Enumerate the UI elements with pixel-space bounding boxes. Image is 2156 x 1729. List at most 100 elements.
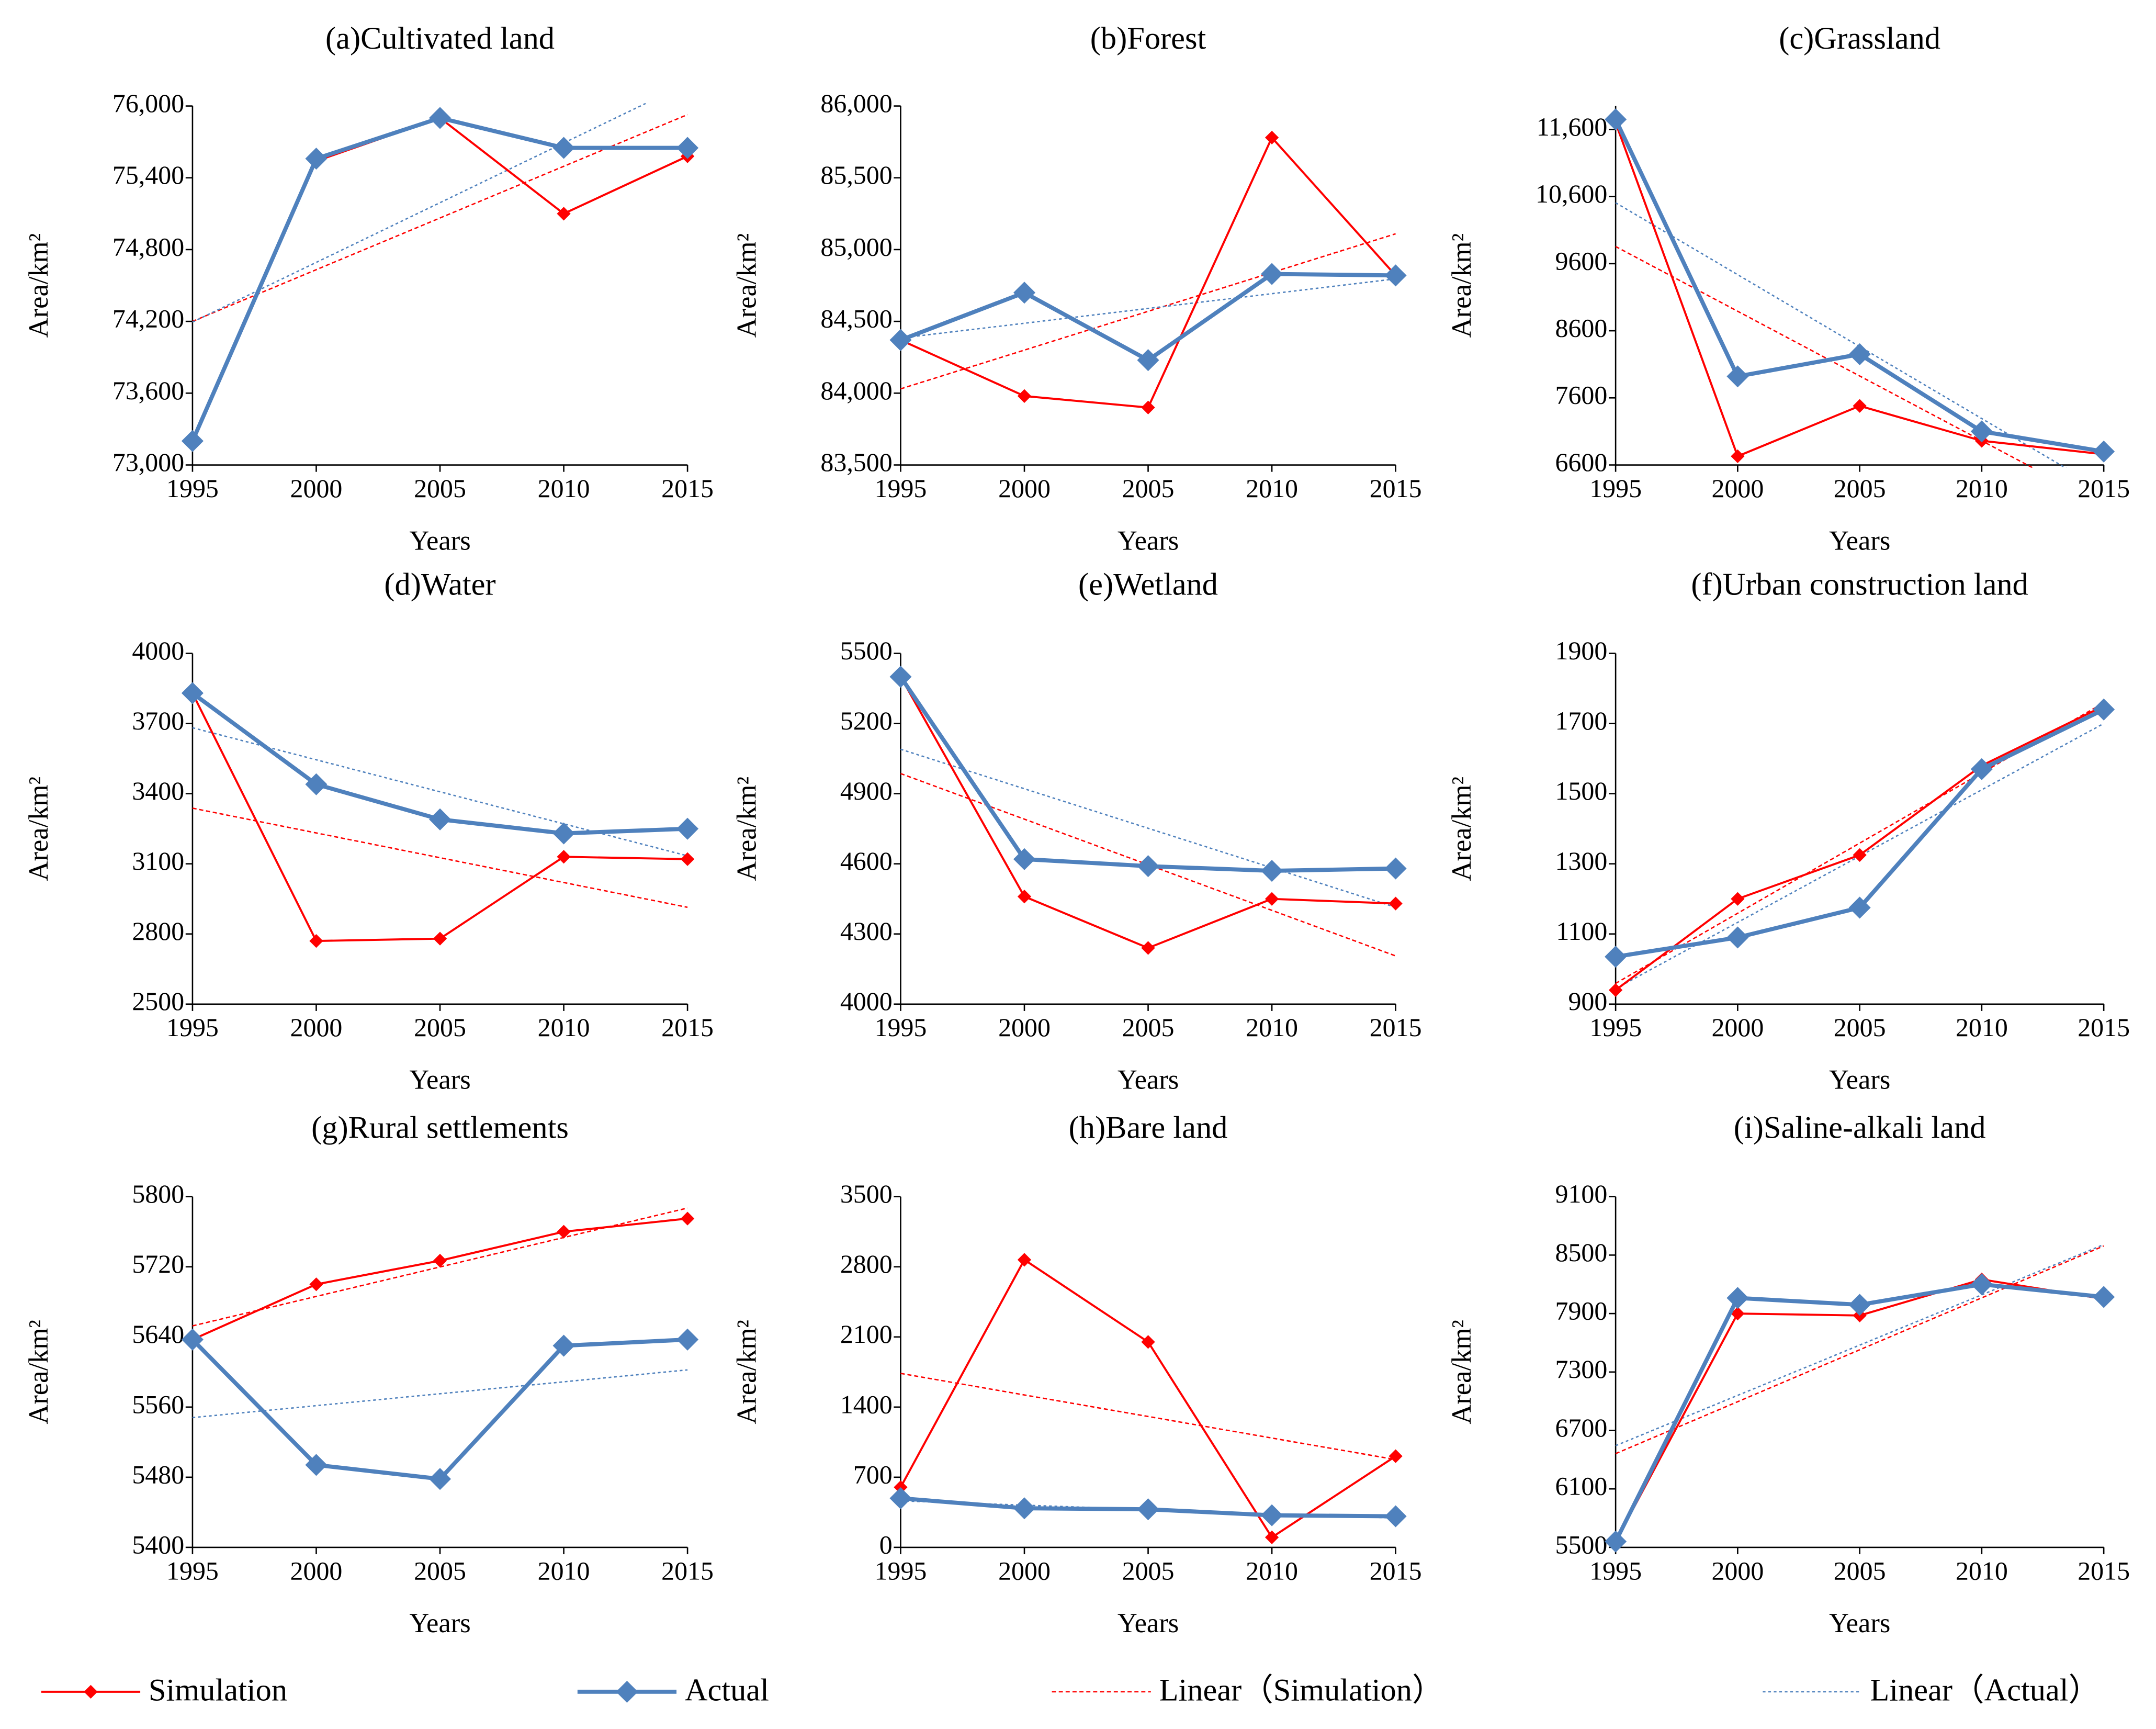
data-point bbox=[1384, 1505, 1407, 1528]
chart-title: (b)Forest bbox=[1090, 21, 1206, 56]
y-tick-label: 5480 bbox=[132, 1460, 184, 1489]
data-point bbox=[552, 137, 575, 159]
series-line bbox=[900, 272, 1396, 363]
x-tick-label: 2000 bbox=[1711, 474, 1764, 503]
y-tick-label: 83,500 bbox=[820, 448, 892, 477]
data-point bbox=[889, 329, 912, 351]
data-point bbox=[1265, 130, 1279, 145]
trend-line bbox=[1615, 1245, 2104, 1455]
y-axis-label: Area/km² bbox=[1447, 233, 1477, 338]
x-tick-label: 2015 bbox=[1370, 1013, 1422, 1042]
data-point bbox=[1605, 1530, 1627, 1553]
y-tick-label: 10,600 bbox=[1536, 179, 1607, 208]
data-point bbox=[1261, 860, 1283, 882]
trend-line bbox=[192, 103, 648, 323]
y-axis-label: Area/km² bbox=[24, 1320, 54, 1424]
data-point bbox=[1731, 892, 1745, 906]
legend: Simulation Actual Linear（Simulation） Linear… bbox=[41, 1672, 2100, 1708]
y-tick-label: 3500 bbox=[840, 1180, 893, 1208]
data-point bbox=[1853, 848, 1867, 862]
data-point bbox=[557, 850, 571, 864]
x-tick-label: 2010 bbox=[538, 1013, 590, 1042]
series-line bbox=[192, 1217, 688, 1341]
chart-title: (e)Wetland bbox=[1078, 567, 1218, 602]
data-point bbox=[1970, 1273, 1993, 1296]
data-point bbox=[1726, 1287, 1749, 1309]
panel: (e)Wetland 4000 4300 4600 4900 5200 5500 1995 20… bbox=[731, 567, 1421, 1095]
series-line bbox=[899, 1258, 1396, 1539]
y-tick-label: 7900 bbox=[1555, 1297, 1608, 1326]
trend-line bbox=[900, 278, 1396, 339]
y-tick-label: 5500 bbox=[840, 636, 893, 665]
y-tick-label: 84,500 bbox=[820, 305, 892, 333]
trend-line bbox=[900, 748, 1396, 908]
series-line bbox=[899, 676, 1396, 949]
panel: (a)Cultivated land 73,000 73,600 74,200 74,8… bbox=[24, 21, 714, 556]
data-point bbox=[1141, 1335, 1155, 1349]
data-point bbox=[2093, 1286, 2115, 1308]
y-tick-label: 1300 bbox=[1555, 847, 1608, 875]
data-point bbox=[1017, 389, 1032, 403]
y-tick-label: 4600 bbox=[840, 847, 893, 875]
x-tick-label: 2015 bbox=[661, 474, 714, 503]
y-tick-label: 9100 bbox=[1555, 1180, 1608, 1208]
x-axis-label: Years bbox=[409, 525, 470, 556]
data-point bbox=[676, 1328, 699, 1351]
data-point bbox=[1726, 365, 1749, 388]
x-tick-label: 2015 bbox=[1370, 1556, 1422, 1585]
y-tick-label: 74,200 bbox=[112, 305, 184, 333]
data-point bbox=[428, 1468, 451, 1490]
y-tick-label: 85,500 bbox=[820, 161, 892, 189]
panel: (g)Rural settlements 5400 5480 5560 5640 5720… bbox=[24, 1110, 714, 1638]
trend-line bbox=[192, 114, 688, 322]
x-tick-label: 2000 bbox=[290, 474, 343, 503]
x-tick-label: 2000 bbox=[290, 1556, 343, 1585]
y-tick-label: 0 bbox=[879, 1530, 893, 1559]
y-tick-label: 5560 bbox=[132, 1390, 184, 1419]
legend-label: Actual bbox=[685, 1672, 769, 1708]
y-tick-label: 5640 bbox=[132, 1320, 184, 1349]
y-tick-label: 1700 bbox=[1555, 706, 1608, 735]
legend-label: Linear（Simulation） bbox=[1159, 1672, 1444, 1708]
chart-title: (d)Water bbox=[384, 567, 495, 602]
data-point bbox=[1605, 108, 1627, 131]
x-axis-label: Years bbox=[1829, 1608, 1890, 1638]
y-tick-label: 4000 bbox=[132, 636, 184, 665]
data-point bbox=[305, 148, 328, 170]
x-tick-label: 2005 bbox=[1122, 1013, 1175, 1042]
x-tick-label: 2005 bbox=[414, 474, 466, 503]
y-tick-label: 3700 bbox=[132, 706, 184, 735]
y-tick-label: 85,000 bbox=[820, 232, 892, 261]
panel: (d)Water 2500 2800 3100 3400 3700 4000 1995 2000… bbox=[24, 567, 714, 1095]
y-axis-label: Area/km² bbox=[24, 233, 54, 338]
data-point bbox=[1384, 857, 1407, 880]
chart-title: (g)Rural settlements bbox=[311, 1110, 569, 1145]
x-tick-label: 2005 bbox=[1122, 1556, 1175, 1585]
x-tick-label: 2005 bbox=[1834, 474, 1886, 503]
x-tick-label: 1995 bbox=[166, 1013, 219, 1042]
series-line bbox=[899, 676, 1396, 873]
data-point bbox=[676, 817, 699, 840]
legend-label: Simulation bbox=[149, 1672, 287, 1708]
data-point bbox=[889, 1487, 912, 1510]
data-point bbox=[680, 1211, 695, 1226]
data-point bbox=[1013, 1497, 1036, 1520]
x-tick-label: 2010 bbox=[1246, 1556, 1298, 1585]
data-point bbox=[1265, 1530, 1279, 1544]
data-point bbox=[433, 1253, 447, 1268]
series-line bbox=[191, 1337, 688, 1481]
x-tick-label: 1995 bbox=[1589, 1556, 1642, 1585]
panel: (h)Bare land 0 700 1400 2100 2800 3500 1995 2000… bbox=[731, 1110, 1421, 1638]
x-tick-label: 1995 bbox=[1589, 474, 1642, 503]
data-point bbox=[309, 1277, 323, 1292]
x-tick-label: 2005 bbox=[414, 1013, 466, 1042]
y-tick-label: 5200 bbox=[840, 706, 893, 735]
data-point bbox=[1137, 1498, 1159, 1521]
y-tick-label: 700 bbox=[853, 1460, 893, 1489]
data-point bbox=[428, 107, 451, 129]
data-point bbox=[305, 773, 328, 795]
y-axis-label: Area/km² bbox=[1447, 777, 1477, 881]
y-axis-label: Area/km² bbox=[731, 777, 762, 881]
x-axis-label: Years bbox=[409, 1065, 470, 1095]
data-point bbox=[1137, 349, 1159, 372]
